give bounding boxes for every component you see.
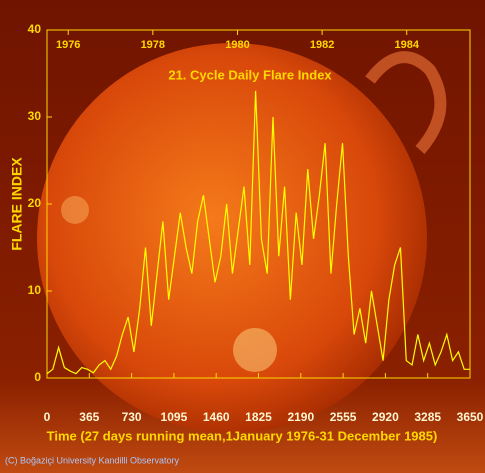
x-tick-label: 3650 [457, 410, 484, 424]
x2-tick-label: 1978 [141, 39, 165, 51]
y-tick-label: 20 [28, 196, 42, 210]
chart-title: 21. Cycle Daily Flare Index [168, 67, 332, 82]
x2-tick-label: 1982 [310, 39, 334, 51]
x-tick-label: 730 [122, 410, 142, 424]
x-tick-label: 2555 [330, 410, 357, 424]
x-tick-label: 0 [44, 410, 51, 424]
y-tick-label: 40 [28, 22, 42, 36]
x-tick-label: 2920 [372, 410, 399, 424]
x-tick-label: 365 [79, 410, 99, 424]
x2-tick-label: 1984 [394, 39, 419, 51]
y-tick-label: 30 [28, 109, 42, 123]
credit: (C) Boğaziçi University Kandilli Observa… [5, 455, 180, 465]
y-axis-label: FLARE INDEX [9, 157, 25, 251]
x-tick-label: 1825 [245, 410, 272, 424]
y-tick-label: 0 [34, 370, 41, 384]
data-line [46, 90, 470, 375]
y-tick-label: 10 [28, 283, 42, 297]
sun-spot [233, 328, 277, 372]
x-axis-label: Time (27 days running mean,1January 1976… [47, 428, 438, 443]
x2-tick-label: 1976 [56, 39, 80, 51]
x-tick-label: 1460 [203, 410, 230, 424]
x-tick-label: 1095 [161, 410, 188, 424]
x-tick-label: 2190 [287, 410, 314, 424]
x2-tick-label: 1980 [225, 39, 249, 51]
sun-spot [61, 196, 89, 224]
prominence [365, 51, 447, 154]
sun [37, 43, 427, 433]
x-tick-label: 3285 [414, 410, 441, 424]
